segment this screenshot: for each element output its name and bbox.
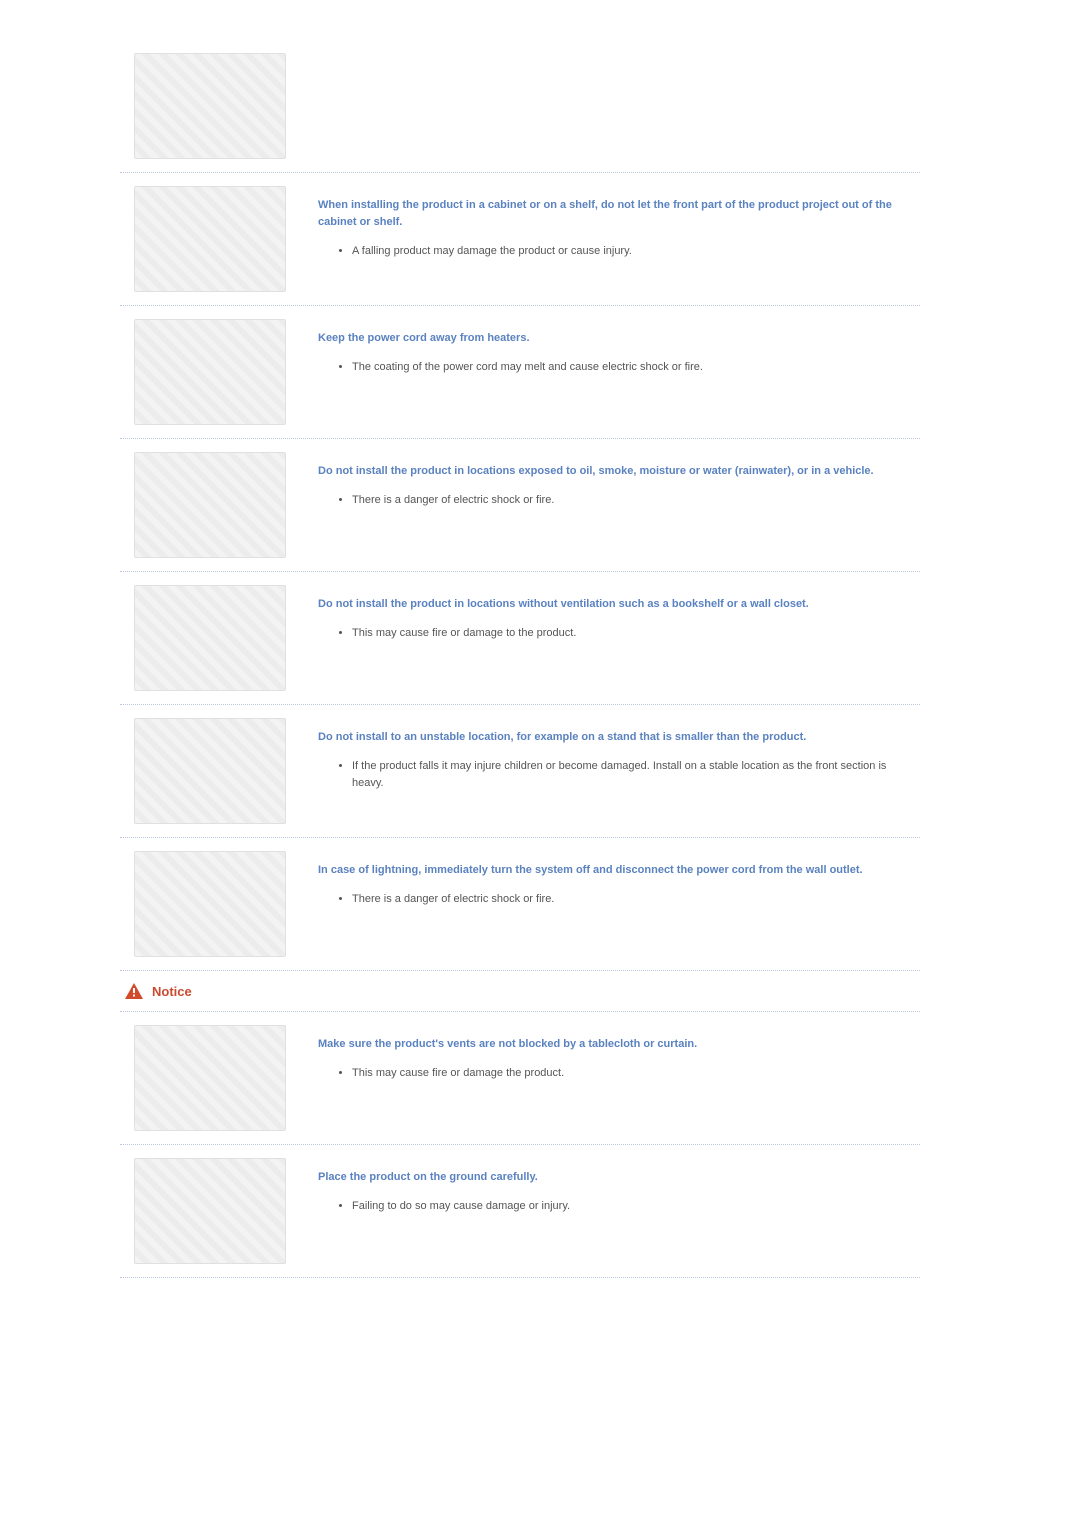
safety-bullet: This may cause fire or damage the produc…: [352, 1065, 900, 1082]
safety-bullet: A falling product may damage the product…: [352, 243, 900, 260]
illustration-cell: [120, 173, 300, 305]
safety-bullets: There is a danger of electric shock or f…: [352, 891, 900, 908]
safety-title: Do not install the product in locations …: [318, 463, 900, 480]
safety-title: Make sure the product's vents are not bl…: [318, 1036, 900, 1053]
safety-bullets: Failing to do so may cause damage or inj…: [352, 1198, 900, 1215]
warning-icon: [124, 982, 144, 1000]
text-cell: Do not install the product in locations …: [300, 572, 920, 704]
illustration-placeholder: [134, 851, 286, 957]
safety-title: When installing the product in a cabinet…: [318, 197, 900, 231]
safety-bullets: This may cause fire or damage the produc…: [352, 1065, 900, 1082]
content-column: When installing the product in a cabinet…: [120, 40, 920, 1278]
safety-row-2: Keep the power cord away from heaters. T…: [120, 306, 920, 438]
safety-title: Do not install the product in locations …: [318, 596, 900, 613]
notice-header: Notice: [120, 971, 920, 1011]
safety-title: In case of lightning, immediately turn t…: [318, 862, 900, 879]
safety-bullet: The coating of the power cord may melt a…: [352, 359, 900, 376]
page: When installing the product in a cabinet…: [0, 0, 1080, 1398]
illustration-placeholder: [134, 452, 286, 558]
safety-row-1: When installing the product in a cabinet…: [120, 173, 920, 305]
safety-row-6: In case of lightning, immediately turn t…: [120, 838, 920, 970]
safety-bullet: If the product falls it may injure child…: [352, 758, 900, 792]
safety-title: Do not install to an unstable location, …: [318, 729, 900, 746]
notice-label: Notice: [152, 984, 192, 999]
illustration-cell: [120, 306, 300, 438]
illustration-cell: [120, 439, 300, 571]
text-cell: When installing the product in a cabinet…: [300, 173, 920, 305]
illustration-cell: [120, 838, 300, 970]
illustration-placeholder: [134, 319, 286, 425]
notice-row-0: Make sure the product's vents are not bl…: [120, 1012, 920, 1144]
text-cell: In case of lightning, immediately turn t…: [300, 838, 920, 970]
illustration-placeholder: [134, 186, 286, 292]
text-cell: Keep the power cord away from heaters. T…: [300, 306, 920, 438]
safety-bullet: There is a danger of electric shock or f…: [352, 492, 900, 509]
text-cell: Do not install to an unstable location, …: [300, 705, 920, 837]
illustration-cell: [120, 705, 300, 837]
safety-row-5: Do not install to an unstable location, …: [120, 705, 920, 837]
illustration-cell: [120, 572, 300, 704]
safety-bullets: If the product falls it may injure child…: [352, 758, 900, 792]
illustration-placeholder: [134, 585, 286, 691]
safety-bullets: This may cause fire or damage to the pro…: [352, 625, 900, 642]
safety-title: Keep the power cord away from heaters.: [318, 330, 900, 347]
safety-bullet: There is a danger of electric shock or f…: [352, 891, 900, 908]
illustration-placeholder: [134, 1025, 286, 1131]
illustration-cell: [120, 40, 300, 172]
text-cell: Make sure the product's vents are not bl…: [300, 1012, 920, 1144]
illustration-placeholder: [134, 1158, 286, 1264]
safety-bullets: The coating of the power cord may melt a…: [352, 359, 900, 376]
safety-row-0: [120, 40, 920, 172]
text-cell: Do not install the product in locations …: [300, 439, 920, 571]
safety-bullets: A falling product may damage the product…: [352, 243, 900, 260]
safety-title: Place the product on the ground carefull…: [318, 1169, 900, 1186]
divider: [120, 1277, 920, 1278]
illustration-placeholder: [134, 718, 286, 824]
illustration-placeholder: [134, 53, 286, 159]
text-cell: Place the product on the ground carefull…: [300, 1145, 920, 1277]
notice-row-1: Place the product on the ground carefull…: [120, 1145, 920, 1277]
illustration-cell: [120, 1012, 300, 1144]
safety-bullet: This may cause fire or damage to the pro…: [352, 625, 900, 642]
illustration-cell: [120, 1145, 300, 1277]
safety-row-4: Do not install the product in locations …: [120, 572, 920, 704]
text-cell-empty: [300, 40, 920, 172]
safety-bullet: Failing to do so may cause damage or inj…: [352, 1198, 900, 1215]
safety-row-3: Do not install the product in locations …: [120, 439, 920, 571]
safety-bullets: There is a danger of electric shock or f…: [352, 492, 900, 509]
